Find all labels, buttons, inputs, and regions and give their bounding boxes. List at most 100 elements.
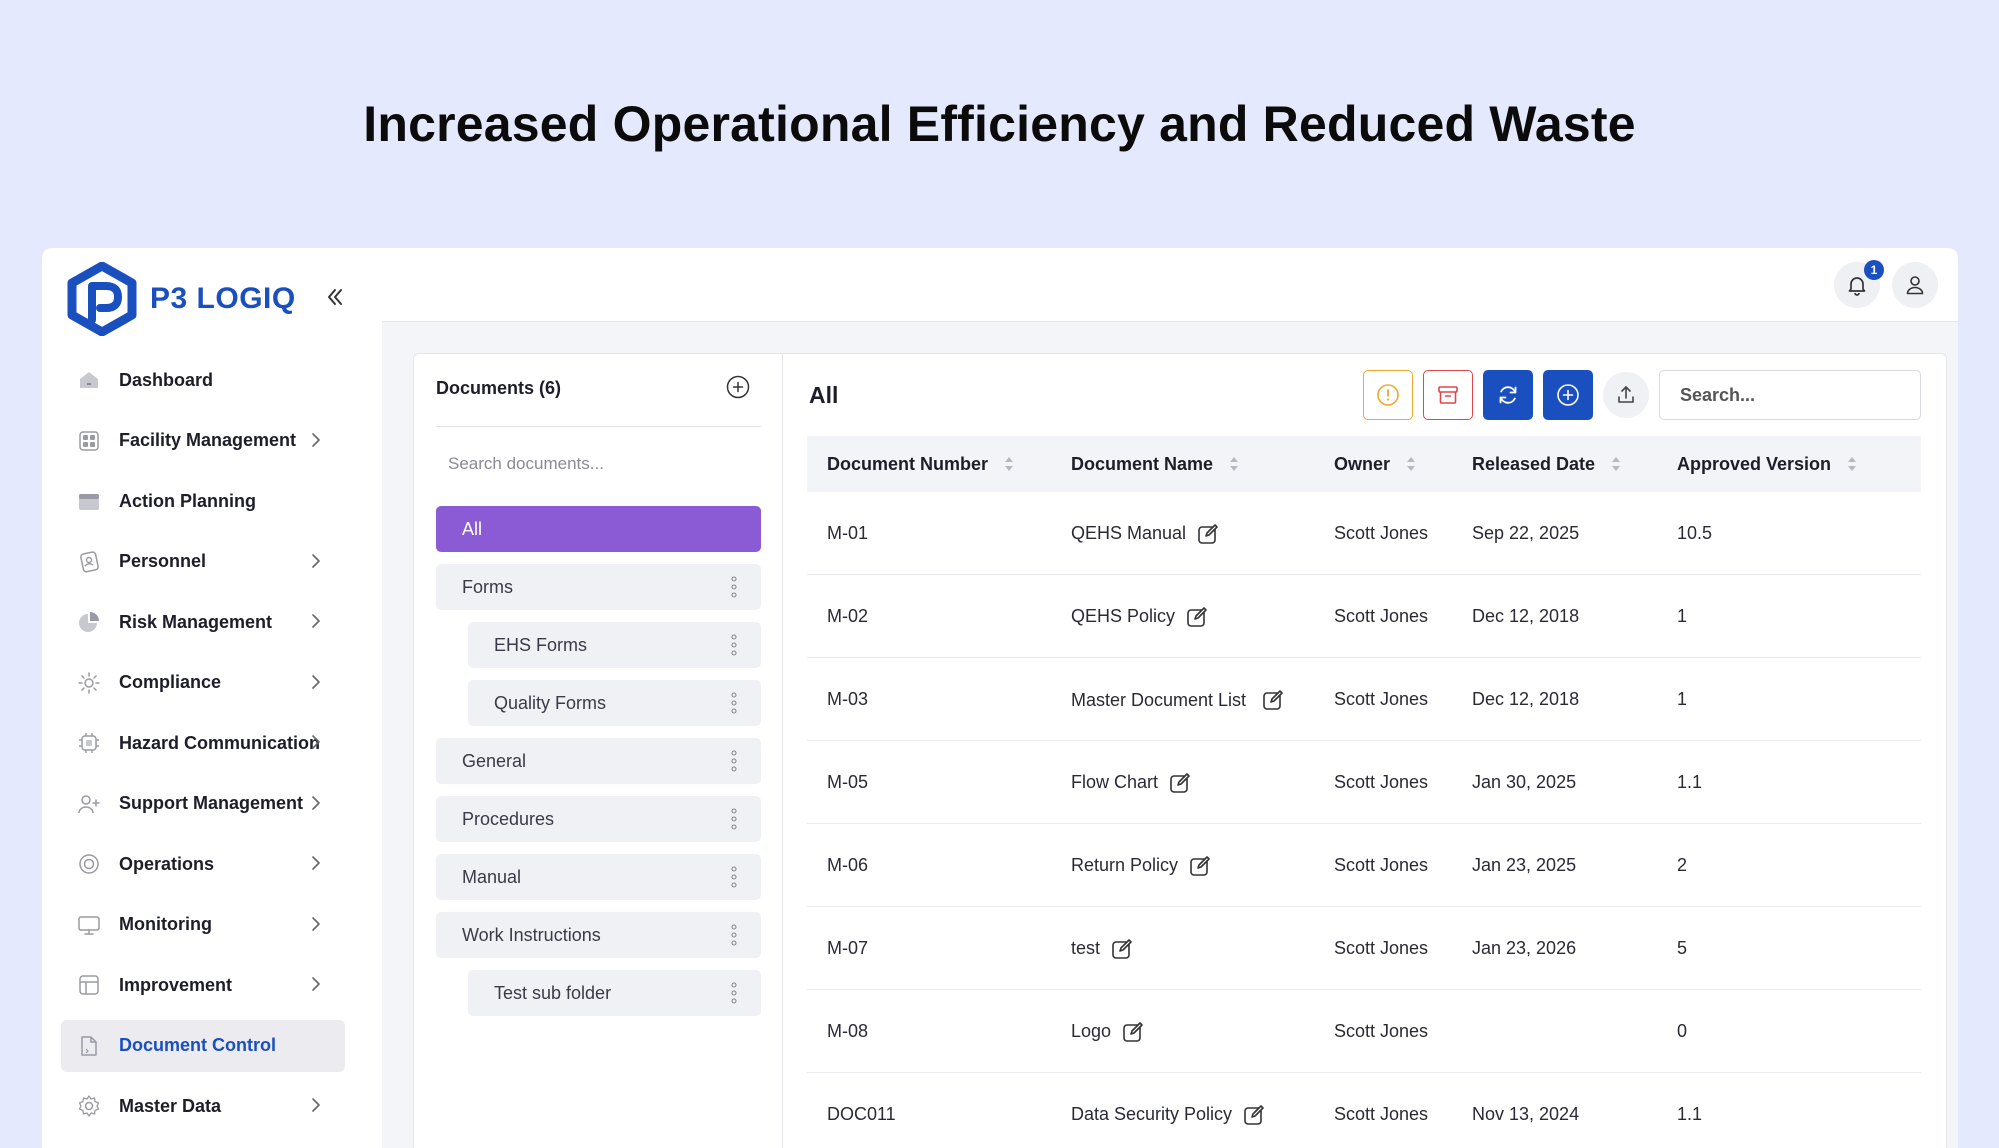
- folder-menu-button[interactable]: [731, 750, 737, 772]
- folder-menu-button[interactable]: [731, 634, 737, 656]
- table-row[interactable]: M-05 Flow Chart Scott Jones Jan 30, 2025 1.1: [807, 741, 1921, 824]
- expand-chevron[interactable]: [303, 972, 327, 996]
- home-icon: [77, 368, 101, 392]
- released-date: Dec 12, 2018: [1472, 575, 1579, 658]
- edit-icon[interactable]: [1121, 1020, 1145, 1044]
- edit-icon[interactable]: [1168, 771, 1192, 795]
- table-row[interactable]: M-06 Return Policy Scott Jones Jan 23, 2025…: [807, 824, 1921, 907]
- folder-menu-button[interactable]: [731, 692, 737, 714]
- edit-icon[interactable]: [1110, 937, 1134, 961]
- expand-chevron[interactable]: [303, 609, 327, 633]
- column-header-label: Approved Version: [1677, 454, 1831, 475]
- sort-icon[interactable]: [1004, 456, 1014, 472]
- kebab-menu-icon: [731, 634, 737, 656]
- brand-logo[interactable]: P3 LOGIQ: [66, 262, 296, 336]
- sidebar-item-support-management[interactable]: Support Management: [61, 778, 345, 830]
- expand-chevron[interactable]: [303, 428, 327, 452]
- folder-item-manual[interactable]: Manual: [436, 854, 761, 900]
- id-badge-icon: [77, 550, 101, 574]
- table-row[interactable]: M-07 test Scott Jones Jan 23, 2026 5: [807, 907, 1921, 990]
- document-name[interactable]: Data Security Policy: [1071, 1104, 1232, 1125]
- folder-item-test-sub-folder[interactable]: Test sub folder: [468, 970, 761, 1016]
- sidebar-item-monitoring[interactable]: Monitoring: [61, 899, 345, 951]
- edit-icon[interactable]: [1185, 605, 1209, 629]
- sidebar-item-action-planning[interactable]: Action Planning: [61, 475, 345, 527]
- table-row[interactable]: M-02 QEHS Policy Scott Jones Dec 12, 2018 1: [807, 575, 1921, 658]
- folder-menu-button[interactable]: [731, 808, 737, 830]
- document-name[interactable]: test: [1071, 938, 1100, 959]
- folder-menu-button[interactable]: [731, 982, 737, 1004]
- sidebar-item-risk-management[interactable]: Risk Management: [61, 596, 345, 648]
- expand-chevron[interactable]: [303, 730, 327, 754]
- folder-item-general[interactable]: General: [436, 738, 761, 784]
- expand-chevron[interactable]: [303, 791, 327, 815]
- sort-icon[interactable]: [1229, 456, 1239, 472]
- sidebar-item-master-data[interactable]: Master Data: [61, 1080, 345, 1132]
- refresh-button[interactable]: [1483, 370, 1533, 420]
- kebab-menu-icon: [731, 866, 737, 888]
- document-name[interactable]: QEHS Manual: [1071, 523, 1186, 544]
- archive-button[interactable]: [1423, 370, 1473, 420]
- expand-chevron[interactable]: [303, 1093, 327, 1117]
- expand-chevron[interactable]: [303, 851, 327, 875]
- folders-panel: Documents (6) All Forms EHS Forms Quality F…: [414, 354, 783, 1148]
- edit-icon[interactable]: [1196, 522, 1220, 546]
- column-header[interactable]: Document Number: [827, 436, 1014, 492]
- folder-menu-button[interactable]: [731, 924, 737, 946]
- folder-item-ehs-forms[interactable]: EHS Forms: [468, 622, 761, 668]
- table-row[interactable]: M-03 Master Document List Scott Jones Dec 1…: [807, 658, 1921, 741]
- sidebar-item-label: Document Control: [119, 1035, 276, 1056]
- edit-icon[interactable]: [1242, 1103, 1266, 1127]
- alert-circle-icon: [1375, 382, 1401, 408]
- document-name[interactable]: Return Policy: [1071, 855, 1178, 876]
- edit-icon[interactable]: [1188, 854, 1212, 878]
- sidebar-item-operations[interactable]: Operations: [61, 838, 345, 890]
- search-input[interactable]: [1659, 370, 1921, 420]
- table-row[interactable]: M-01 QEHS Manual Scott Jones Sep 22, 2025 10…: [807, 492, 1921, 575]
- column-header[interactable]: Owner: [1334, 436, 1416, 492]
- bell-icon: [1845, 273, 1869, 297]
- sort-icon[interactable]: [1611, 456, 1621, 472]
- folder-item-quality-forms[interactable]: Quality Forms: [468, 680, 761, 726]
- folder-item-procedures[interactable]: Procedures: [436, 796, 761, 842]
- expand-chevron[interactable]: [303, 549, 327, 573]
- column-header[interactable]: Released Date: [1472, 436, 1621, 492]
- sort-icon[interactable]: [1406, 456, 1416, 472]
- user-icon: [1904, 274, 1926, 296]
- document-name[interactable]: QEHS Policy: [1071, 606, 1175, 627]
- sidebar-item-facility-management[interactable]: Facility Management: [61, 415, 345, 467]
- user-menu-button[interactable]: [1892, 262, 1938, 308]
- sidebar-item-dashboard[interactable]: Dashboard: [61, 354, 345, 406]
- main-area: 1 Documents (6) All Forms EHS Forms Quality…: [382, 248, 1958, 1148]
- folder-item-all[interactable]: All: [436, 506, 761, 552]
- notifications-button[interactable]: 1: [1834, 262, 1880, 308]
- sidebar-item-personnel[interactable]: Personnel: [61, 536, 345, 588]
- folder-menu-button[interactable]: [731, 576, 737, 598]
- edit-icon[interactable]: [1261, 688, 1285, 712]
- column-header[interactable]: Approved Version: [1677, 436, 1857, 492]
- add-folder-button[interactable]: [725, 374, 751, 400]
- folder-item-work-instructions[interactable]: Work Instructions: [436, 912, 761, 958]
- folder-menu-button[interactable]: [731, 866, 737, 888]
- obsolete-warning-button[interactable]: [1363, 370, 1413, 420]
- notification-badge: 1: [1864, 260, 1884, 280]
- document-name[interactable]: Logo: [1071, 1021, 1111, 1042]
- expand-chevron[interactable]: [303, 912, 327, 936]
- sidebar-item-hazard-communication[interactable]: Hazard Communication: [61, 717, 345, 769]
- document-name[interactable]: Flow Chart: [1071, 772, 1158, 793]
- folder-item-forms[interactable]: Forms: [436, 564, 761, 610]
- sidebar-item-document-control[interactable]: Document Control: [61, 1020, 345, 1072]
- search-documents-input[interactable]: [436, 439, 761, 489]
- collapse-sidebar-button[interactable]: [324, 284, 346, 315]
- column-header[interactable]: Document Name: [1071, 436, 1239, 492]
- sidebar-item-improvement[interactable]: Improvement: [61, 959, 345, 1011]
- expand-chevron[interactable]: [303, 670, 327, 694]
- export-button[interactable]: [1603, 372, 1649, 418]
- chevron-right-icon: [303, 670, 327, 694]
- document-name[interactable]: Master Document List: [1071, 687, 1251, 713]
- sidebar-item-compliance[interactable]: Compliance: [61, 657, 345, 709]
- table-row[interactable]: DOC011 Data Security Policy Scott Jones Nov…: [807, 1073, 1921, 1148]
- table-row[interactable]: M-08 Logo Scott Jones 0: [807, 990, 1921, 1073]
- add-document-button[interactable]: [1543, 370, 1593, 420]
- sort-icon[interactable]: [1847, 456, 1857, 472]
